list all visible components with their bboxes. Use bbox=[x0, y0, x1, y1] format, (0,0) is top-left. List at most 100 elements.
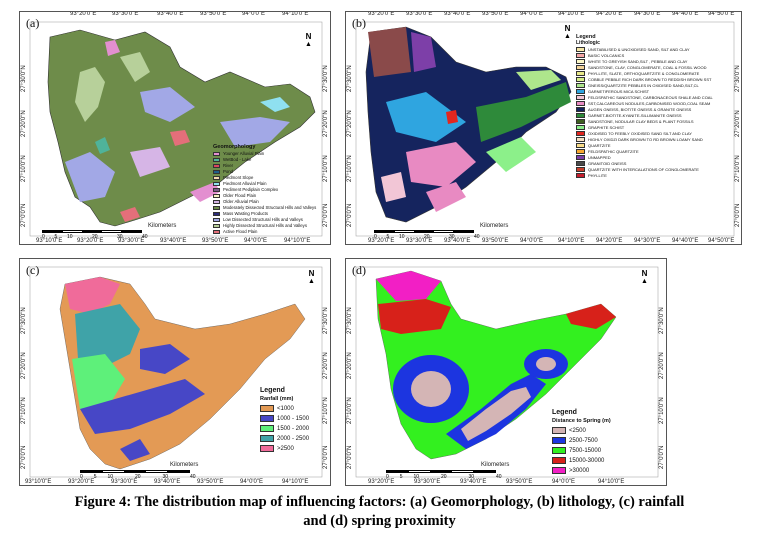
scale-number: 10 bbox=[67, 234, 73, 240]
legend-item-b-6: GNEISS/QUARTZITE PEBBLES IN OXIDISED SAN… bbox=[576, 83, 713, 88]
legend-swatch bbox=[576, 149, 585, 154]
legend-label: WHITE TO GREYISH SAND,SILT , PEBBLE AND … bbox=[588, 59, 688, 64]
legend-label: 2500-7500 bbox=[569, 437, 598, 444]
legend-item-a-5: Piedmont Alluvial Plain bbox=[213, 181, 316, 186]
legend-swatch bbox=[213, 205, 220, 210]
legend-swatch bbox=[576, 167, 585, 172]
legend-item-a-0: Younger Alluvial Plain bbox=[213, 151, 316, 156]
left-tick-d-2: 27°10'0"N bbox=[347, 397, 353, 424]
legend-swatch bbox=[576, 143, 585, 148]
scale-number: 20 bbox=[92, 234, 98, 240]
legend-item-a-1: WetBod - Lake bbox=[213, 157, 316, 162]
legend-label: SST,CALCAREOUS NODULES,CARBONISED WOOD,C… bbox=[588, 101, 711, 106]
legend-swatch bbox=[576, 173, 585, 178]
bottom-tick-d-0: 93°20'0"E bbox=[368, 479, 395, 485]
bottom-tick-b-6: 94°20'0"E bbox=[596, 238, 623, 244]
legend-swatch bbox=[213, 199, 220, 204]
legend-label: GRANITOID GNEISS bbox=[588, 161, 627, 166]
legend-swatch bbox=[213, 151, 220, 156]
legend-label: BASIC VOLCANICS bbox=[588, 53, 625, 58]
left-tick-a-1: 27°20'0"N bbox=[21, 110, 27, 137]
right-tick-a-1: 27°20'0"N bbox=[323, 110, 329, 137]
legend-swatch bbox=[213, 169, 220, 174]
legend-swatch bbox=[260, 435, 274, 442]
legend-subtitle: Lithologic bbox=[576, 40, 600, 46]
legend-label: >2500 bbox=[277, 445, 294, 452]
legend-swatch bbox=[260, 415, 274, 422]
legend-item-b-8: FELDSPATHIC SANDSTONE, CARBONACEOUS SHAL… bbox=[576, 95, 713, 100]
scale-number: 30 bbox=[117, 234, 123, 240]
left-tick-b-3: 27°0'0"N bbox=[347, 203, 353, 227]
scale-number: 10 bbox=[413, 474, 420, 480]
legend-item-a-3: Pond bbox=[213, 169, 316, 174]
legend-swatch bbox=[576, 107, 585, 112]
bottom-tick-a-4: 93°50'0"E bbox=[202, 238, 229, 244]
legend-label: 7500-15000 bbox=[569, 447, 602, 454]
top-tick-b-3: 93°50'0"E bbox=[482, 11, 509, 17]
bottom-tick-a-3: 93°40'0"E bbox=[160, 238, 187, 244]
bottom-tick-d-5: 94°10'0"E bbox=[598, 479, 625, 485]
rainfall-map-panel: (c) 93°10'0"E 93°20'0"E 93°30'0"E 93°40'… bbox=[19, 258, 331, 486]
legend-label: PHYLLITE, SLATE, ORTHOQUARTZITE & CONGLO… bbox=[588, 71, 700, 76]
legend-label: GARNET-BIOTITE-KYANITE-SILLIMANITE GNEIS… bbox=[588, 113, 682, 118]
bottom-tick-a-1: 93°20'0"E bbox=[77, 238, 104, 244]
legend-item-c-4: >2500 bbox=[260, 445, 309, 452]
right-tick-b-3: 27°0'0"N bbox=[735, 203, 741, 227]
basin-geomorphology-shape bbox=[47, 29, 316, 227]
left-tick-a-0: 27°30'0"N bbox=[21, 65, 27, 92]
legend-swatch bbox=[576, 137, 585, 142]
legend-label: QUARTZITE bbox=[588, 143, 611, 148]
legend-label: Pond bbox=[223, 169, 234, 174]
scale-number: 40 bbox=[142, 234, 148, 240]
legend-swatch bbox=[576, 53, 585, 58]
spring-proximity-map bbox=[355, 266, 659, 478]
legend-title: Legend bbox=[576, 34, 596, 40]
legend-item-b-9: SST,CALCAREOUS NODULES,CARBONISED WOOD,C… bbox=[576, 101, 713, 106]
bottom-tick-c-2: 93°30'0"E bbox=[111, 479, 138, 485]
legend-label: WetBod - Lake bbox=[223, 157, 252, 162]
legend-label: UNSTABILISED & UNOXIDISED SAND, SILT AND… bbox=[588, 47, 690, 52]
spring-proximity-map-panel: (d) 93°20'0"E 93°30'0"E 93°40'0"E 93°50'… bbox=[345, 258, 667, 486]
legend-title: Geomorphology bbox=[213, 144, 256, 150]
scale-number: 40 bbox=[190, 474, 196, 480]
legend-item-b-0: UNSTABILISED & UNOXIDISED SAND, SILT AND… bbox=[576, 47, 713, 52]
bottom-tick-b-8: 94°40'0"E bbox=[672, 238, 699, 244]
scale-number: 5 bbox=[386, 234, 390, 240]
legend-label: OXIDISED TO FEEBLY OXIDISED SAND SILT AN… bbox=[588, 131, 692, 136]
legend-label: SANDSTONE, CLAY, CONGLOMERATE, COAL & FO… bbox=[588, 65, 707, 70]
panel-label-d: (d) bbox=[352, 263, 366, 277]
legend-swatch bbox=[576, 47, 585, 52]
top-tick-b-5: 94°10'0"E bbox=[558, 11, 585, 17]
legend-item-b-2: WHITE TO GREYISH SAND,SILT , PEBBLE AND … bbox=[576, 59, 713, 64]
legend-swatch bbox=[213, 211, 220, 216]
bottom-tick-d-2: 93°40'0"E bbox=[460, 479, 487, 485]
scale-number: 40 bbox=[474, 234, 480, 240]
legend-swatch bbox=[576, 161, 585, 166]
legend-item-c-1: 1000 - 1500 bbox=[260, 415, 309, 422]
legend-item-c-2: 1500 - 2000 bbox=[260, 425, 309, 432]
bottom-tick-b-3: 93°50'0"E bbox=[482, 238, 509, 244]
scale-bar: 0 5 10 20 30 40 bbox=[374, 230, 480, 240]
legend-item-b-4: PHYLLITE, SLATE, ORTHOQUARTZITE & CONGLO… bbox=[576, 71, 713, 76]
legend-item-a-2: River bbox=[213, 163, 316, 168]
scale-unit: Kilometers bbox=[170, 462, 199, 468]
bottom-tick-b-7: 94°30'0"E bbox=[634, 238, 661, 244]
left-tick-b-0: 27°30'0"N bbox=[347, 65, 353, 92]
legend-swatch bbox=[576, 95, 585, 100]
bottom-tick-a-2: 93°30'0"E bbox=[118, 238, 145, 244]
legend-swatch bbox=[576, 101, 585, 106]
bottom-tick-c-6: 94°10'0"E bbox=[282, 479, 309, 485]
scale-bar: 0 5 10 20 30 40 bbox=[80, 470, 196, 480]
scale-number: 20 bbox=[441, 474, 447, 480]
scale-number: 10 bbox=[399, 234, 405, 240]
legend-swatch bbox=[576, 71, 585, 76]
legend-item-b-13: GRAPHITE SCHIST bbox=[576, 125, 713, 130]
legend-item-a-11: Low Dissected Structural Hills and Valle… bbox=[213, 217, 316, 222]
top-tick-b-6: 94°20'0"E bbox=[596, 11, 623, 17]
left-tick-c-2: 27°10'0"N bbox=[21, 397, 27, 424]
figure-caption: Figure 4: The distribution map of influe… bbox=[0, 493, 759, 531]
bottom-tick-b-1: 93°30'0"E bbox=[406, 238, 433, 244]
legend-label: SANDSTONE, NODULAR CLAY BEDS & PLANT FOS… bbox=[588, 119, 694, 124]
legend-swatch bbox=[213, 229, 220, 234]
legend-item-b-15: HIGHLY OXIDZI DARK BROWN TO RD BROWN LOA… bbox=[576, 137, 713, 142]
